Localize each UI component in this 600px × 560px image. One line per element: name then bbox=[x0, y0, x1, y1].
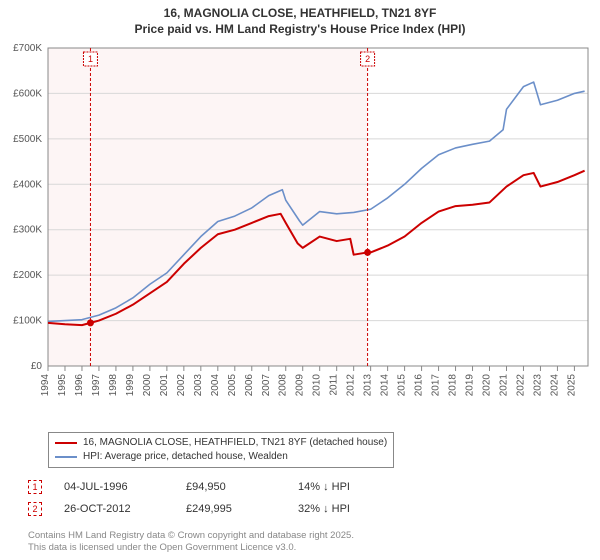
legend-item: 16, MAGNOLIA CLOSE, HEATHFIELD, TN21 8YF… bbox=[55, 436, 387, 450]
svg-text:2018: 2018 bbox=[448, 374, 459, 397]
marker-delta: 14% ↓ HPI bbox=[298, 481, 418, 493]
marker-date: 26-OCT-2012 bbox=[64, 503, 164, 515]
svg-text:2023: 2023 bbox=[532, 374, 543, 397]
svg-text:£600K: £600K bbox=[13, 88, 42, 99]
svg-text:2015: 2015 bbox=[397, 374, 408, 397]
svg-text:1997: 1997 bbox=[91, 374, 102, 397]
marker-price: £94,950 bbox=[186, 481, 276, 493]
svg-text:2000: 2000 bbox=[142, 374, 153, 397]
legend-label: 16, MAGNOLIA CLOSE, HEATHFIELD, TN21 8YF… bbox=[83, 436, 387, 450]
svg-text:2009: 2009 bbox=[295, 374, 306, 397]
svg-text:2005: 2005 bbox=[227, 374, 238, 397]
svg-text:2014: 2014 bbox=[380, 374, 391, 397]
legend-swatch bbox=[55, 442, 77, 444]
svg-text:2010: 2010 bbox=[312, 374, 323, 397]
svg-text:2011: 2011 bbox=[329, 374, 340, 396]
svg-text:2007: 2007 bbox=[261, 374, 272, 397]
title-line1: 16, MAGNOLIA CLOSE, HEATHFIELD, TN21 8YF bbox=[0, 6, 600, 22]
svg-text:1: 1 bbox=[88, 54, 93, 64]
chart-area: £0 £100K £200K £300K £400K £500K £600K £700K 199… bbox=[4, 44, 594, 424]
chart-title: 16, MAGNOLIA CLOSE, HEATHFIELD, TN21 8YF… bbox=[0, 0, 600, 37]
svg-text:£400K: £400K bbox=[13, 179, 42, 190]
svg-text:2002: 2002 bbox=[176, 374, 187, 397]
svg-text:£100K: £100K bbox=[13, 316, 42, 327]
svg-text:2003: 2003 bbox=[193, 374, 204, 397]
svg-text:2019: 2019 bbox=[465, 374, 476, 397]
svg-text:2016: 2016 bbox=[414, 374, 425, 397]
marker-date: 04-JUL-1996 bbox=[64, 481, 164, 493]
svg-text:£0: £0 bbox=[31, 361, 43, 372]
footer: Contains HM Land Registry data © Crown c… bbox=[28, 530, 354, 554]
title-line2: Price paid vs. HM Land Registry's House … bbox=[0, 22, 600, 38]
legend-label: HPI: Average price, detached house, Weal… bbox=[83, 450, 288, 464]
marker-delta: 32% ↓ HPI bbox=[298, 503, 418, 515]
svg-text:£700K: £700K bbox=[13, 44, 42, 54]
svg-text:1994: 1994 bbox=[40, 374, 51, 397]
svg-text:2008: 2008 bbox=[278, 374, 289, 397]
svg-text:2013: 2013 bbox=[363, 374, 374, 397]
svg-text:2006: 2006 bbox=[244, 374, 255, 397]
svg-text:2012: 2012 bbox=[346, 374, 357, 397]
svg-text:2022: 2022 bbox=[515, 374, 526, 397]
svg-text:2020: 2020 bbox=[482, 374, 493, 397]
svg-text:2024: 2024 bbox=[549, 374, 560, 397]
legend-item: HPI: Average price, detached house, Weal… bbox=[55, 450, 387, 464]
svg-text:2017: 2017 bbox=[431, 374, 442, 397]
svg-text:2021: 2021 bbox=[498, 374, 509, 397]
svg-text:1996: 1996 bbox=[74, 374, 85, 397]
marker-badge: 2 bbox=[28, 502, 42, 516]
svg-text:2: 2 bbox=[365, 54, 370, 64]
marker-row: 2 26-OCT-2012 £249,995 32% ↓ HPI bbox=[28, 498, 418, 520]
footer-line2: This data is licensed under the Open Gov… bbox=[28, 542, 354, 554]
chart-svg: £0 £100K £200K £300K £400K £500K £600K £700K 199… bbox=[4, 44, 594, 424]
legend-swatch bbox=[55, 456, 77, 458]
svg-text:£500K: £500K bbox=[13, 134, 42, 145]
svg-text:1999: 1999 bbox=[125, 374, 136, 397]
legend: 16, MAGNOLIA CLOSE, HEATHFIELD, TN21 8YF… bbox=[48, 432, 394, 468]
svg-text:£200K: £200K bbox=[13, 270, 42, 281]
marker-table: 1 04-JUL-1996 £94,950 14% ↓ HPI 2 26-OCT… bbox=[28, 476, 418, 520]
footer-line1: Contains HM Land Registry data © Crown c… bbox=[28, 530, 354, 542]
svg-text:2001: 2001 bbox=[159, 374, 170, 397]
svg-text:2025: 2025 bbox=[566, 374, 577, 397]
svg-text:1995: 1995 bbox=[57, 374, 68, 397]
svg-text:1998: 1998 bbox=[108, 374, 119, 397]
marker-badge: 1 bbox=[28, 480, 42, 494]
svg-text:£300K: £300K bbox=[13, 225, 42, 236]
marker-price: £249,995 bbox=[186, 503, 276, 515]
marker-row: 1 04-JUL-1996 £94,950 14% ↓ HPI bbox=[28, 476, 418, 498]
svg-text:2004: 2004 bbox=[210, 374, 221, 397]
